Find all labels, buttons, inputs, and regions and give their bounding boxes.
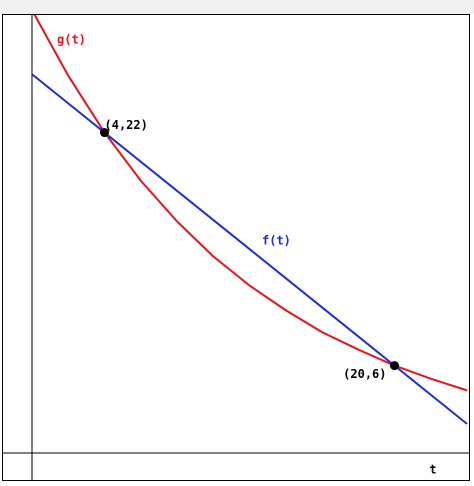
x-axis-label: t	[429, 463, 436, 477]
intersection-point	[100, 128, 109, 138]
frame	[2, 14, 470, 481]
point-label: (20,6)	[343, 367, 386, 381]
point-label: (4,22)	[105, 118, 148, 132]
top-band	[0, 0, 474, 14]
series-label: g(t)	[57, 33, 86, 47]
series-label: f(t)	[262, 234, 291, 248]
intersection-point	[390, 361, 399, 371]
